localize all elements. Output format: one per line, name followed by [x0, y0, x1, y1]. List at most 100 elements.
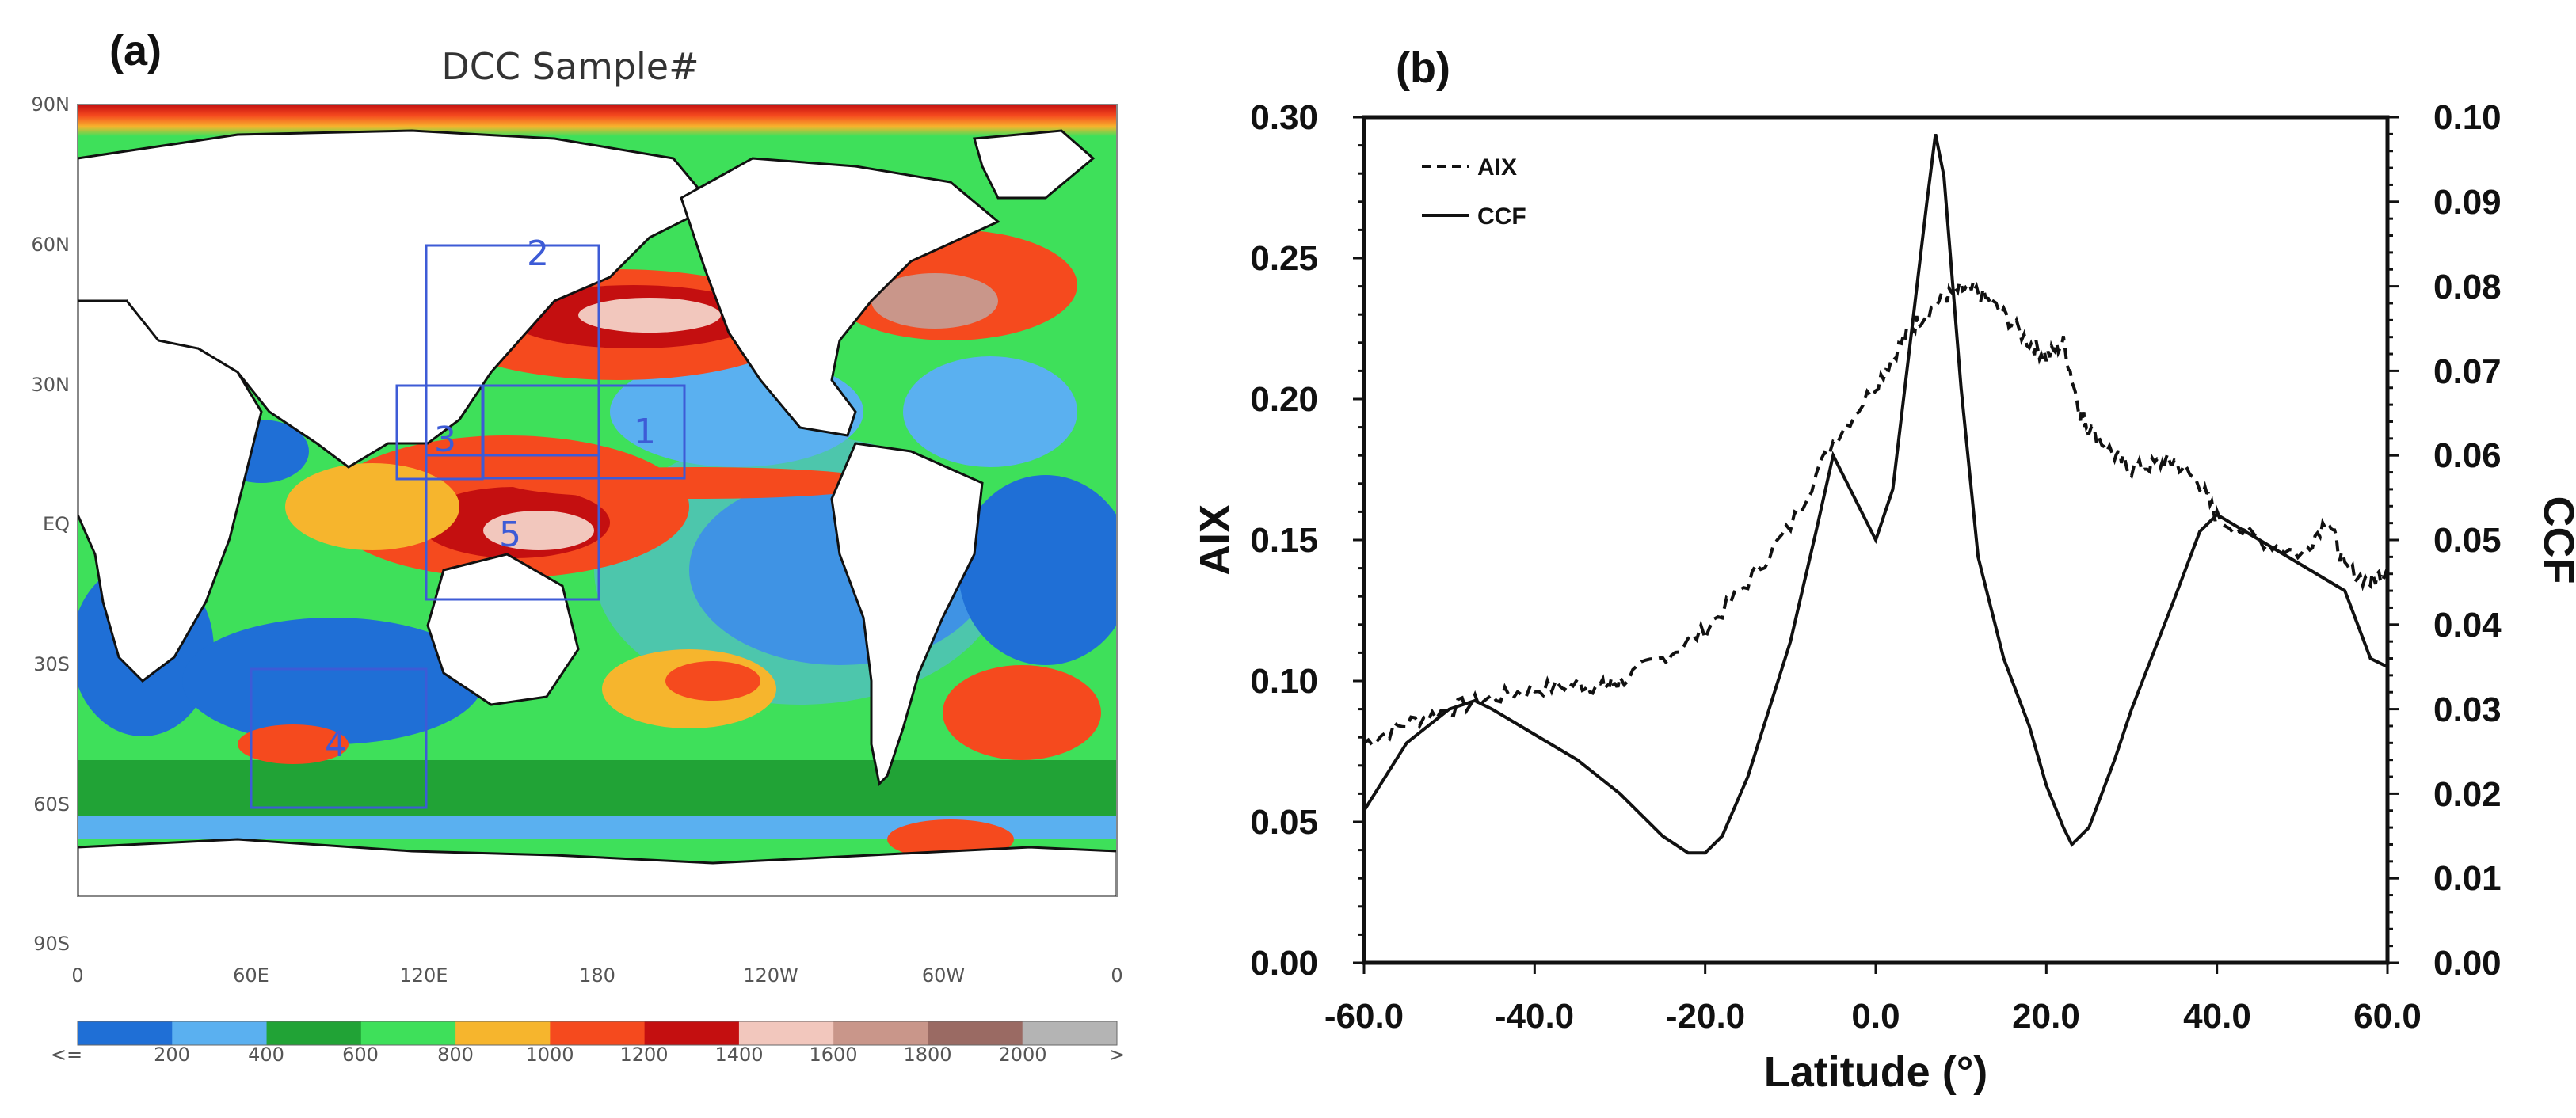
colorbar-tick: 400 [248, 1044, 284, 1066]
y-tick-label: 0.10 [1250, 662, 1318, 701]
southern-band-green [78, 760, 1117, 816]
map-title: DCC Sample# [441, 45, 699, 88]
map-x-tick: 0 [71, 964, 83, 987]
map-x-tick: 120W [743, 964, 798, 987]
map-field [78, 105, 1117, 896]
y2-tick-label: 0.04 [2433, 606, 2502, 645]
y-tick-label: 0.15 [1250, 521, 1318, 560]
colorbar-tick: 2000 [998, 1044, 1046, 1066]
y2-tick-label: 0.01 [2433, 859, 2502, 898]
africa-land [78, 299, 263, 683]
x-tick-label: -20.0 [1666, 997, 1745, 1036]
map-y-tick: 30S [33, 653, 70, 675]
x-tick-label: -60.0 [1324, 997, 1404, 1036]
x-tick-label: 60.0 [2353, 997, 2422, 1036]
australia-land [426, 553, 580, 706]
x-tick-labels: -60.0 -40.0 -20.0 0.0 20.0 40.0 60.0 [1324, 997, 2422, 1036]
x-axis-title: Latitude (°) [1764, 1048, 1988, 1096]
colorbar-swatch [266, 1021, 362, 1045]
map-y-ticks: 90N 60N 30N EQ 30S 60S 90S [32, 93, 70, 955]
colorbar-swatch [78, 1021, 173, 1045]
map-frame [77, 104, 1118, 897]
y-right-tick-labels: 0.00 0.01 0.02 0.03 0.04 0.05 0.06 0.07 … [2433, 98, 2502, 983]
legend: AIX CCF [1422, 154, 1526, 230]
colorbar-tick: <= [51, 1044, 82, 1066]
colorbar-swatch [928, 1021, 1023, 1045]
colorbar-swatch [360, 1021, 456, 1045]
y2-tick-label: 0.05 [2433, 521, 2502, 560]
region-label-4: 4 [325, 724, 347, 765]
panel-b: (b) 0.00 0.05 0.10 0.15 0.20 0.25 0.30 0… [1191, 44, 2576, 1096]
x-tick-label: 0.0 [1851, 997, 1900, 1036]
colorbar [77, 1021, 1118, 1046]
region-label-2: 2 [527, 234, 549, 274]
y2-tick-label: 0.06 [2433, 436, 2502, 475]
map-x-tick: 120E [400, 964, 448, 987]
aix-series-line [1362, 280, 2389, 748]
y-tick-label: 0.20 [1250, 380, 1318, 419]
colorbar-frame [77, 1021, 1118, 1046]
y2-tick-label: 0.08 [2433, 268, 2502, 306]
panel-a-label: (a) [109, 27, 162, 74]
map-x-tick: 60E [233, 964, 269, 987]
colorbar-tick: > [1109, 1044, 1125, 1066]
indian-ocean-moderate [285, 463, 459, 550]
map-y-tick: 90S [33, 933, 70, 955]
region-box-4 [250, 667, 428, 809]
itcz-pacific [507, 467, 887, 499]
y2-tick-label: 0.07 [2433, 352, 2502, 391]
colorbar-tick: 600 [342, 1044, 379, 1066]
x-tick-label: -40.0 [1495, 997, 1574, 1036]
region-label-3: 3 [434, 420, 456, 460]
south-indian-spot [238, 724, 349, 764]
y2-tick-label: 0.09 [2433, 183, 2502, 222]
map-x-tick: 180 [579, 964, 615, 987]
region-label-1: 1 [634, 412, 656, 452]
colorbar-tick: 200 [154, 1044, 190, 1066]
x-tick-label: 20.0 [2012, 997, 2080, 1036]
y2-axis-title: CCF [2535, 496, 2576, 584]
antarctica-land [78, 838, 1117, 896]
south-atlantic-low [958, 475, 1117, 665]
region-boxes [250, 244, 686, 809]
y-tick-label: 0.25 [1250, 239, 1318, 278]
y2-tick-label: 0.03 [2433, 690, 2502, 729]
colorbar-tick: 1000 [525, 1044, 574, 1066]
map-y-tick: 90N [32, 93, 70, 116]
x-tick-label: 40.0 [2183, 997, 2251, 1036]
south-america-land [830, 442, 984, 787]
y-axis-title: AIX [1191, 504, 1239, 576]
colorbar-swatch [644, 1021, 740, 1045]
y2-tick-label: 0.02 [2433, 775, 2502, 814]
colorbar-swatch [455, 1021, 551, 1045]
region-label-5: 5 [499, 515, 521, 555]
colorbar-tick: 1200 [619, 1044, 668, 1066]
map-y-tick: 30N [32, 374, 70, 396]
y2-tick-label: 0.10 [2433, 98, 2502, 137]
north-atlantic-subtropical [903, 356, 1077, 467]
map-x-ticks: 0 60E 120E 180 120W 60W 0 [71, 964, 1122, 987]
legend-label-ccf: CCF [1477, 203, 1526, 230]
north-america-land [680, 157, 1000, 437]
y-tick-label: 0.30 [1250, 98, 1318, 137]
map-y-tick: 60N [32, 234, 70, 256]
south-indian-low [182, 618, 483, 744]
y2-tick-label: 0.00 [2433, 944, 2502, 983]
south-atlantic-high [943, 665, 1101, 760]
colorbar-swatch [172, 1021, 268, 1045]
colorbar-labels: <= 200 400 600 800 1000 1200 1400 1600 1… [51, 1044, 1125, 1066]
region-box-5 [425, 454, 600, 601]
colorbar-swatch [1022, 1021, 1118, 1045]
warm-pool-peak [483, 511, 594, 550]
map-x-tick: 60W [922, 964, 965, 987]
colorbar-tick: 800 [437, 1044, 474, 1066]
y-tick-label: 0.05 [1250, 803, 1318, 842]
land-masses [78, 129, 1117, 896]
axis-ticks [1353, 116, 2399, 974]
panel-a: (a) DCC Sample# [32, 27, 1126, 1066]
map-x-tick: 0 [1111, 964, 1122, 987]
y-left-tick-labels: 0.00 0.05 0.10 0.15 0.20 0.25 0.30 [1250, 98, 1318, 983]
arctic-band [78, 105, 1117, 136]
map-y-tick: EQ [43, 513, 70, 535]
